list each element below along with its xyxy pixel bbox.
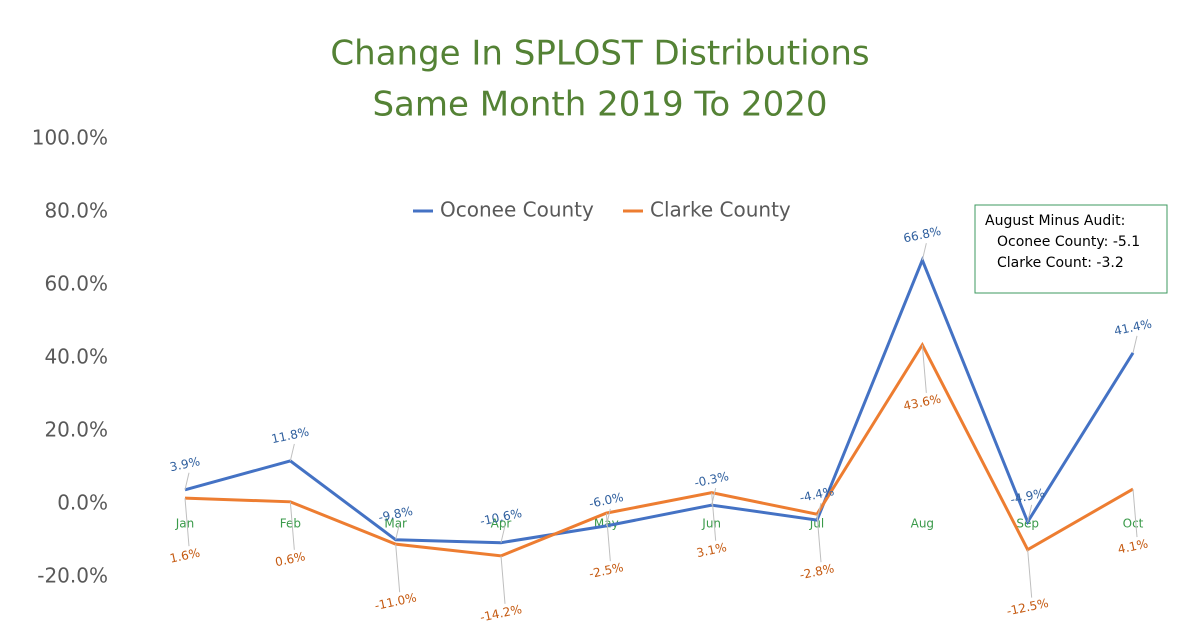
leader-line: [1027, 549, 1033, 598]
data-label: 1.6%: [169, 546, 202, 566]
x-tick-label: Jan: [175, 517, 195, 531]
series-line: [184, 256, 1135, 545]
leader-line: [500, 525, 506, 543]
leader-line: [395, 544, 401, 593]
annotation-text: Oconee County: -5.1: [997, 234, 1140, 250]
x-tick-label: Aug: [911, 517, 934, 531]
data-label: 4.1%: [1117, 537, 1150, 557]
x-tick-label: Oct: [1123, 517, 1144, 531]
annotation-box: [974, 204, 1168, 294]
legend-label: Clarke County: [650, 198, 791, 222]
leader-line: [1027, 504, 1033, 522]
x-tick-label: Feb: [280, 517, 301, 531]
leader-line: [605, 513, 611, 562]
y-tick-label: 60.0%: [44, 272, 108, 296]
leader-line: [711, 492, 717, 541]
chart-title: Same Month 2019 To 2020: [372, 85, 827, 125]
leader-line: [184, 472, 190, 490]
x-tick-label: Mar: [384, 517, 407, 531]
y-tick-label: 100.0%: [32, 126, 108, 150]
leader-line: [816, 514, 822, 563]
leader-line: [289, 501, 295, 550]
annotation-text: Clarke Count: -3.2: [997, 255, 1124, 271]
leader-line: [395, 522, 401, 540]
legend-label: Oconee County: [440, 198, 594, 222]
leader-line: [289, 443, 295, 462]
series-line: [184, 341, 1134, 558]
leader-line: [1132, 488, 1138, 538]
leader-line: [1132, 335, 1138, 354]
data-label: 3.9%: [169, 454, 202, 474]
annotation-text: August Minus Audit:: [985, 213, 1125, 229]
data-label: 0.6%: [274, 549, 307, 569]
y-tick-label: -20.0%: [37, 564, 108, 588]
x-tick-label: Jun: [701, 517, 721, 531]
y-tick-label: 40.0%: [44, 345, 108, 369]
y-tick-label: 0.0%: [57, 491, 108, 515]
y-tick-label: 20.0%: [44, 418, 108, 442]
data-label: 3.1%: [695, 540, 728, 560]
x-tick-label: Apr: [491, 517, 512, 531]
leader-line: [921, 344, 927, 393]
y-tick-label: 80.0%: [44, 199, 108, 223]
leader-line: [921, 243, 927, 261]
leader-line: [184, 498, 190, 547]
leader-line: [500, 555, 506, 604]
chart-title: Change In SPLOST Distributions: [330, 34, 869, 74]
